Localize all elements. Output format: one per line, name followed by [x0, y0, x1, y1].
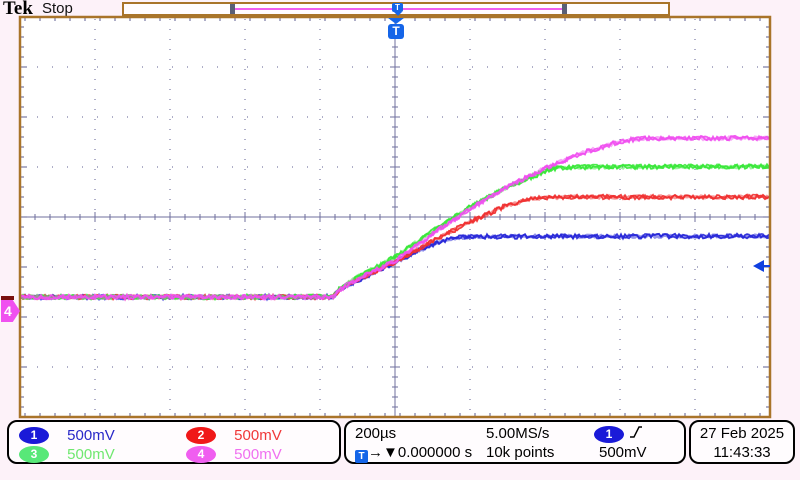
- waveform-display: [0, 0, 800, 480]
- trigger-arrow-glyph: →: [368, 444, 383, 461]
- channel1-scale: 500mV: [67, 427, 115, 444]
- sample-rate-readout: 5.00MS/s: [486, 425, 549, 442]
- rising-edge-icon: [628, 424, 644, 440]
- date-readout: 27 Feb 2025: [691, 425, 793, 442]
- channel1-readout: 1 500mV: [19, 426, 115, 445]
- channel-readout-box: 1 500mV 2 500mV 3 500mV 4 500mV: [7, 420, 341, 464]
- channel2-scale: 500mV: [234, 427, 282, 444]
- trigger-level-readout: 500mV: [599, 444, 647, 461]
- trigger-source-badge[interactable]: 1: [594, 426, 624, 443]
- channel3-readout: 3 500mV: [19, 445, 115, 464]
- channel3-scale: 500mV: [67, 446, 115, 463]
- channel1-badge[interactable]: 1: [19, 427, 49, 444]
- channel3-badge[interactable]: 3: [19, 446, 49, 463]
- channel2-readout: 2 500mV: [186, 426, 282, 445]
- channel4-scale: 500mV: [234, 446, 282, 463]
- trigger-level-arrow-tail: [763, 265, 770, 267]
- trigger-source-cell: 1: [594, 424, 644, 443]
- time-readout: 11:43:33: [691, 444, 793, 461]
- channel4-readout: 4 500mV: [186, 445, 282, 464]
- channel4-badge[interactable]: 4: [186, 446, 216, 463]
- trigger-t-icon: T: [355, 450, 368, 463]
- record-length-readout: 10k points: [486, 444, 554, 461]
- timebase-readout: 200µs: [355, 425, 396, 442]
- trigger-position-marker-icon[interactable]: T: [388, 24, 404, 39]
- trigger-position-value: 0.000000 s: [398, 444, 472, 461]
- channel2-badge[interactable]: 2: [186, 427, 216, 444]
- channel-marker-cap: [1, 296, 14, 300]
- trigger-position-readout: T →▼0.000000 s: [355, 444, 472, 463]
- trigger-marker-glyph: ▼: [383, 444, 398, 461]
- datetime-box: 27 Feb 2025 11:43:33: [689, 420, 795, 464]
- horizontal-trigger-readout-box: 200µs 5.00MS/s 1 T →▼0.000000 s 10k point…: [344, 420, 686, 464]
